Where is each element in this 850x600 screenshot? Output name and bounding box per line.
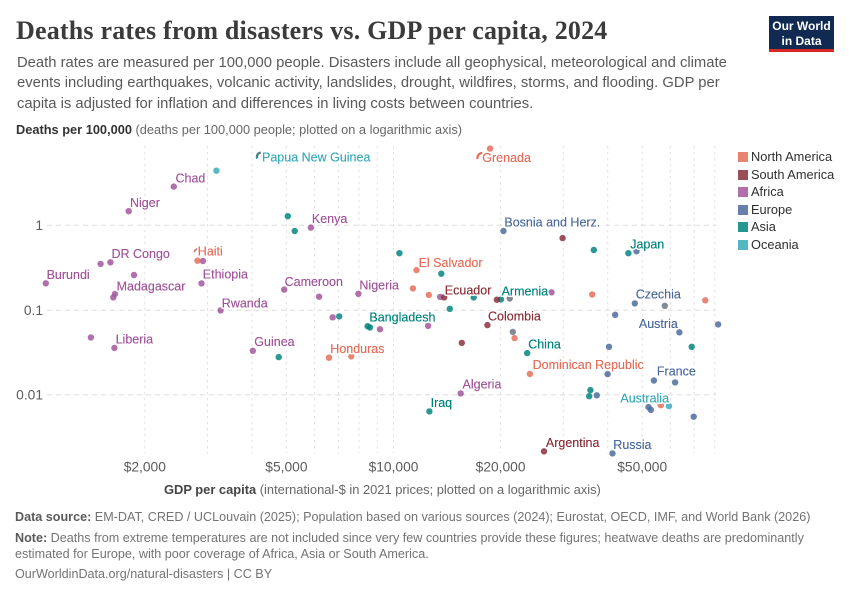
svg-text:Honduras: Honduras [330,342,384,356]
svg-text:Burundi: Burundi [47,268,90,282]
svg-text:Algeria: Algeria [463,378,502,392]
svg-text:Colombia: Colombia [488,310,541,324]
svg-text:Argentina: Argentina [546,436,600,450]
svg-text:Armenia: Armenia [502,285,549,299]
svg-text:Iraq: Iraq [431,396,453,410]
svg-text:Armenia: Armenia [502,285,549,299]
svg-text:Guinea: Guinea [254,335,294,349]
svg-text:Dominican Republic: Dominican Republic [533,358,644,372]
svg-text:Austria: Austria [639,317,678,331]
svg-text:Liberia: Liberia [116,333,154,347]
svg-text:China: China [528,337,561,351]
svg-text:Ethiopia: Ethiopia [203,268,248,282]
svg-text:Rwanda: Rwanda [222,296,268,310]
svg-text:Niger: Niger [130,196,160,210]
svg-text:Chad: Chad [176,172,206,186]
svg-text:China: China [528,337,561,351]
svg-text:Bosnia and Herz.: Bosnia and Herz. [504,216,600,230]
svg-text:0.01: 0.01 [16,388,43,403]
svg-text:Papua New Guinea: Papua New Guinea [262,151,370,165]
svg-text:Argentina: Argentina [546,436,600,450]
svg-text:Grenada: Grenada [482,151,531,165]
svg-text:Austria: Austria [639,317,678,331]
svg-text:Kenya: Kenya [312,212,347,226]
svg-text:Bosnia and Herz.: Bosnia and Herz. [504,216,600,230]
svg-text:$50,000: $50,000 [617,460,667,475]
svg-text:Madagascar: Madagascar [117,279,186,293]
svg-text:Czechia: Czechia [636,288,681,302]
svg-text:$5,000: $5,000 [265,460,308,475]
svg-text:Papua New Guinea: Papua New Guinea [262,151,370,165]
svg-text:Bangladesh: Bangladesh [369,311,435,325]
svg-text:Australia: Australia [620,391,669,405]
svg-text:Dominican Republic: Dominican Republic [533,358,644,372]
svg-text:DR Congo: DR Congo [112,247,170,261]
svg-text:1: 1 [35,218,43,233]
svg-text:Japan: Japan [630,237,664,251]
svg-text:DR Congo: DR Congo [112,247,170,261]
svg-text:$2,000: $2,000 [124,460,167,475]
svg-text:Japan: Japan [630,237,664,251]
svg-text:Burundi: Burundi [47,268,90,282]
svg-text:Iraq: Iraq [431,396,453,410]
svg-text:Grenada: Grenada [482,151,531,165]
svg-text:Russia: Russia [613,438,651,452]
svg-text:Cameroon: Cameroon [285,275,343,289]
svg-text:Ecuador: Ecuador [445,284,492,298]
svg-text:Ecuador: Ecuador [445,284,492,298]
svg-text:Madagascar: Madagascar [117,279,186,293]
svg-text:Ethiopia: Ethiopia [203,268,248,282]
svg-text:France: France [657,365,696,379]
svg-text:Australia: Australia [620,391,669,405]
svg-text:Liberia: Liberia [116,333,154,347]
svg-text:Cameroon: Cameroon [285,275,343,289]
svg-text:Nigeria: Nigeria [359,278,399,292]
svg-text:Colombia: Colombia [488,310,541,324]
svg-text:Guinea: Guinea [254,335,294,349]
svg-text:El Salvador: El Salvador [419,256,483,270]
svg-text:El Salvador: El Salvador [419,256,483,270]
svg-text:Kenya: Kenya [312,212,347,226]
svg-text:Bangladesh: Bangladesh [369,311,435,325]
svg-text:$10,000: $10,000 [369,460,419,475]
svg-text:Russia: Russia [613,438,651,452]
svg-text:Rwanda: Rwanda [222,296,268,310]
svg-text:Chad: Chad [176,172,206,186]
svg-text:Honduras: Honduras [330,342,384,356]
svg-text:Niger: Niger [130,196,160,210]
svg-text:Czechia: Czechia [636,288,681,302]
svg-text:$20,000: $20,000 [476,460,526,475]
svg-text:France: France [657,365,696,379]
svg-text:0.1: 0.1 [24,303,43,318]
svg-text:Algeria: Algeria [463,378,502,392]
svg-text:Nigeria: Nigeria [359,278,399,292]
svg-text:Haiti: Haiti [198,245,223,259]
svg-text:Haiti: Haiti [198,245,223,259]
